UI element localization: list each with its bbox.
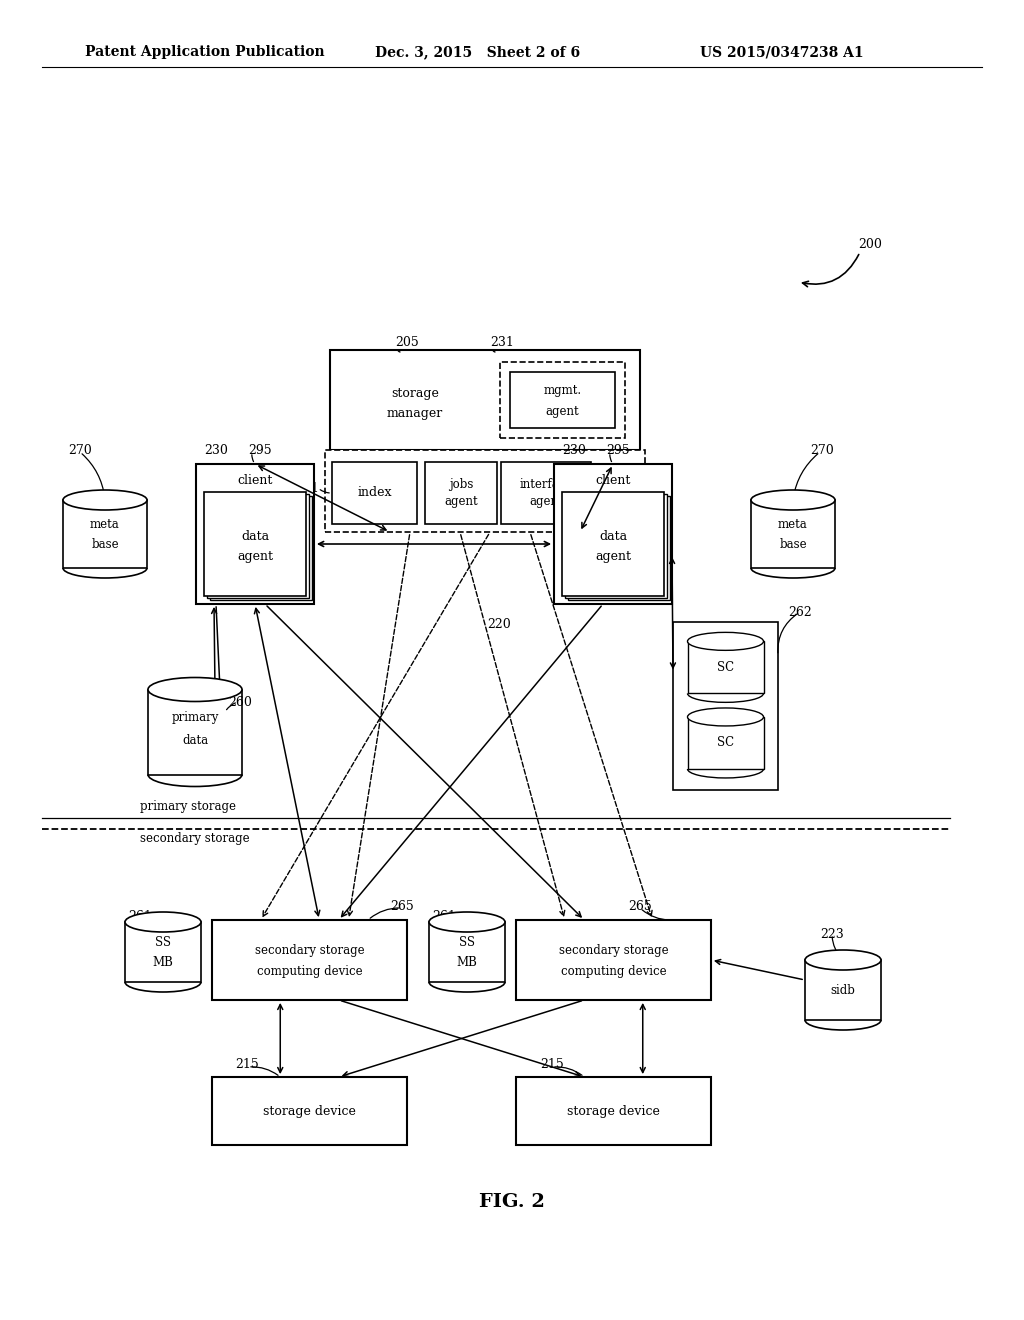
Text: agent: agent (546, 405, 580, 418)
Bar (516, 920, 711, 1001)
Text: SC: SC (717, 661, 734, 673)
Text: 200: 200 (858, 239, 882, 252)
Text: 215: 215 (540, 1059, 564, 1072)
Bar (568, 496, 670, 601)
Bar (500, 362, 625, 438)
Bar (425, 462, 497, 524)
Text: client: client (238, 474, 272, 487)
Text: MB: MB (457, 956, 477, 969)
Text: client: client (595, 474, 631, 487)
Text: Patent Application Publication: Patent Application Publication (85, 45, 325, 59)
Text: meta: meta (90, 517, 120, 531)
Text: computing device: computing device (257, 965, 362, 978)
Bar (212, 1077, 407, 1144)
Text: base: base (91, 537, 119, 550)
Text: 270: 270 (810, 444, 834, 457)
Text: US 2015/0347238 A1: US 2015/0347238 A1 (700, 45, 863, 59)
Ellipse shape (429, 912, 505, 932)
Text: secondary storage: secondary storage (140, 832, 250, 845)
Text: 295: 295 (248, 444, 271, 457)
Text: 295: 295 (606, 444, 630, 457)
Text: 225: 225 (648, 482, 672, 495)
Bar (565, 494, 667, 598)
Text: data: data (599, 531, 627, 544)
Text: 230: 230 (562, 444, 586, 457)
FancyArrowPatch shape (803, 255, 859, 286)
Bar (325, 450, 645, 532)
Bar (332, 462, 417, 524)
Text: FIG. 2: FIG. 2 (479, 1193, 545, 1210)
Bar (516, 1077, 711, 1144)
Bar (554, 465, 672, 605)
Text: 230: 230 (204, 444, 228, 457)
Bar (501, 462, 591, 524)
Bar (204, 492, 306, 597)
Text: computing device: computing device (561, 965, 667, 978)
Bar (212, 920, 407, 1001)
Text: interface: interface (519, 478, 572, 491)
Ellipse shape (805, 950, 881, 970)
Text: 265: 265 (628, 899, 651, 912)
Text: jobs: jobs (449, 478, 473, 491)
Text: base: base (779, 537, 807, 550)
Text: data: data (241, 531, 269, 544)
Bar (429, 921, 505, 982)
Text: storage device: storage device (263, 1105, 356, 1118)
Bar (562, 492, 664, 597)
Bar (63, 500, 147, 568)
Bar (210, 496, 312, 601)
Text: 261: 261 (128, 911, 152, 924)
Text: primary: primary (171, 711, 219, 725)
Text: data: data (182, 734, 208, 747)
Text: agent: agent (237, 550, 273, 562)
Bar (510, 372, 615, 428)
Text: 261: 261 (432, 911, 456, 924)
Bar (687, 717, 764, 770)
Text: 211: 211 (295, 482, 318, 495)
Bar (196, 465, 314, 605)
Text: 223: 223 (820, 928, 844, 941)
Text: Dec. 3, 2015   Sheet 2 of 6: Dec. 3, 2015 Sheet 2 of 6 (375, 45, 581, 59)
Text: 270: 270 (68, 444, 92, 457)
Text: 205: 205 (395, 335, 419, 348)
Text: mgmt.: mgmt. (544, 384, 582, 397)
Bar (751, 500, 835, 568)
Text: index: index (357, 487, 392, 499)
Text: manager: manager (387, 407, 443, 420)
Ellipse shape (63, 490, 147, 510)
Text: agent: agent (444, 495, 478, 508)
Bar (207, 494, 309, 598)
Text: SS: SS (459, 936, 475, 949)
Text: SC: SC (717, 737, 734, 750)
Ellipse shape (751, 490, 835, 510)
Bar (687, 642, 764, 693)
Text: primary storage: primary storage (140, 800, 236, 813)
Text: MB: MB (153, 956, 173, 969)
Text: 265: 265 (390, 899, 414, 912)
Ellipse shape (687, 708, 764, 726)
Ellipse shape (687, 632, 764, 651)
Text: agent: agent (529, 495, 563, 508)
Bar (148, 689, 242, 775)
Bar (125, 921, 201, 982)
Ellipse shape (125, 912, 201, 932)
Text: agent: agent (595, 550, 631, 562)
Ellipse shape (148, 677, 242, 701)
Text: secondary storage: secondary storage (255, 944, 365, 957)
Bar (805, 960, 881, 1020)
Text: 231: 231 (490, 335, 514, 348)
Text: storage device: storage device (567, 1105, 659, 1118)
Bar (330, 350, 640, 450)
Bar (673, 622, 778, 789)
Text: storage: storage (391, 387, 439, 400)
Text: SS: SS (155, 936, 171, 949)
Text: 220: 220 (487, 618, 511, 631)
Text: 262: 262 (788, 606, 812, 619)
Text: sidb: sidb (830, 983, 855, 997)
Text: meta: meta (778, 517, 808, 531)
Text: 215: 215 (234, 1059, 259, 1072)
Text: secondary storage: secondary storage (559, 944, 669, 957)
Text: 260: 260 (228, 696, 252, 709)
